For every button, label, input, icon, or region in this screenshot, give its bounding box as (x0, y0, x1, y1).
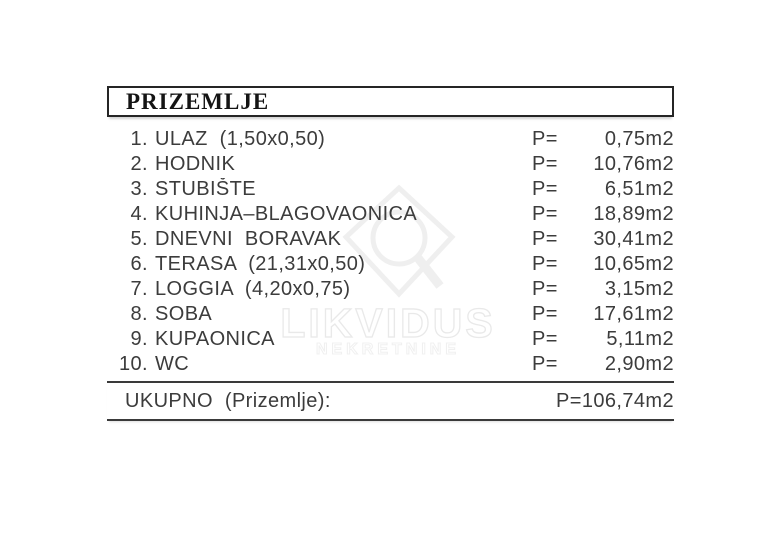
area-label: P= (532, 278, 558, 300)
row-number: 8. (130, 303, 148, 325)
table-row: 4. KUHINJA–BLAGOVAONICA P= 18,89m2 (107, 202, 674, 227)
room-name: HODNIK (155, 153, 236, 175)
room-name: SOBA (155, 303, 213, 325)
area-value: 10,65m2 (593, 253, 674, 275)
floor-title: PRIZEMLJE (126, 88, 270, 114)
area-value: 3,15m2 (604, 278, 674, 300)
total-label: UKUPNO (Prizemlje): (125, 389, 331, 412)
floor-header-box: PRIZEMLJE (107, 86, 674, 117)
area-label: P= (532, 303, 558, 325)
area-value: 30,41m2 (593, 228, 674, 250)
area-table: PRIZEMLJE 1. ULAZ (1,50x0,50) P= 0,75m2 … (107, 86, 674, 421)
row-number: 9. (130, 328, 148, 350)
row-number: 6. (130, 253, 148, 275)
row-number: 4. (130, 203, 148, 225)
table-row: 3. STUBIŠTE P= 6,51m2 (107, 177, 674, 202)
table-row: 8. SOBA P= 17,61m2 (107, 302, 674, 327)
room-name: ULAZ (1,50x0,50) (155, 128, 326, 150)
room-name: LOGGIA (4,20x0,75) (155, 278, 351, 300)
area-label: P= (532, 328, 558, 350)
room-name: KUPAONICA (155, 328, 275, 350)
row-number: 5. (130, 228, 148, 250)
area-value: 6,51m2 (604, 178, 674, 200)
area-value: 5,11m2 (606, 328, 674, 350)
table-row: 2. HODNIK P= 10,76m2 (107, 152, 674, 177)
table-row: 5. DNEVNI BORAVAK P= 30,41m2 (107, 227, 674, 252)
room-name: KUHINJA–BLAGOVAONICA (155, 203, 418, 225)
area-label: P= (532, 128, 558, 150)
room-rows: 1. ULAZ (1,50x0,50) P= 0,75m2 2. HODNIK … (107, 127, 674, 377)
area-value: 0,75m2 (604, 128, 674, 150)
area-label: P= (532, 253, 558, 275)
area-value: 10,76m2 (593, 153, 674, 175)
room-name: DNEVNI BORAVAK (155, 228, 342, 250)
row-number: 3. (130, 178, 148, 200)
area-label: P= (532, 153, 558, 175)
row-number: 2. (130, 153, 148, 175)
table-row: 7. LOGGIA (4,20x0,75) P= 3,15m2 (107, 277, 674, 302)
area-label: P= (532, 178, 558, 200)
area-label: P= (532, 228, 558, 250)
area-label: P= (532, 353, 558, 375)
row-number: 1. (130, 128, 148, 150)
area-label: P= (532, 203, 558, 225)
total-row: UKUPNO (Prizemlje): P=106,74m2 (107, 381, 674, 421)
area-value: 18,89m2 (593, 203, 674, 225)
room-name: WC (155, 353, 190, 375)
row-number: 7. (130, 278, 148, 300)
table-row: 10. WC P= 2,90m2 (107, 352, 674, 377)
area-value: 17,61m2 (593, 303, 674, 325)
row-number: 10. (118, 353, 148, 375)
room-name: TERASA (21,31x0,50) (155, 253, 366, 275)
table-row: 9. KUPAONICA P= 5,11m2 (107, 327, 674, 352)
table-row: 6. TERASA (21,31x0,50) P= 10,65m2 (107, 252, 674, 277)
table-row: 1. ULAZ (1,50x0,50) P= 0,75m2 (107, 127, 674, 152)
area-value: 2,90m2 (604, 353, 674, 375)
total-value: P=106,74m2 (556, 389, 674, 412)
room-name: STUBIŠTE (155, 178, 256, 200)
